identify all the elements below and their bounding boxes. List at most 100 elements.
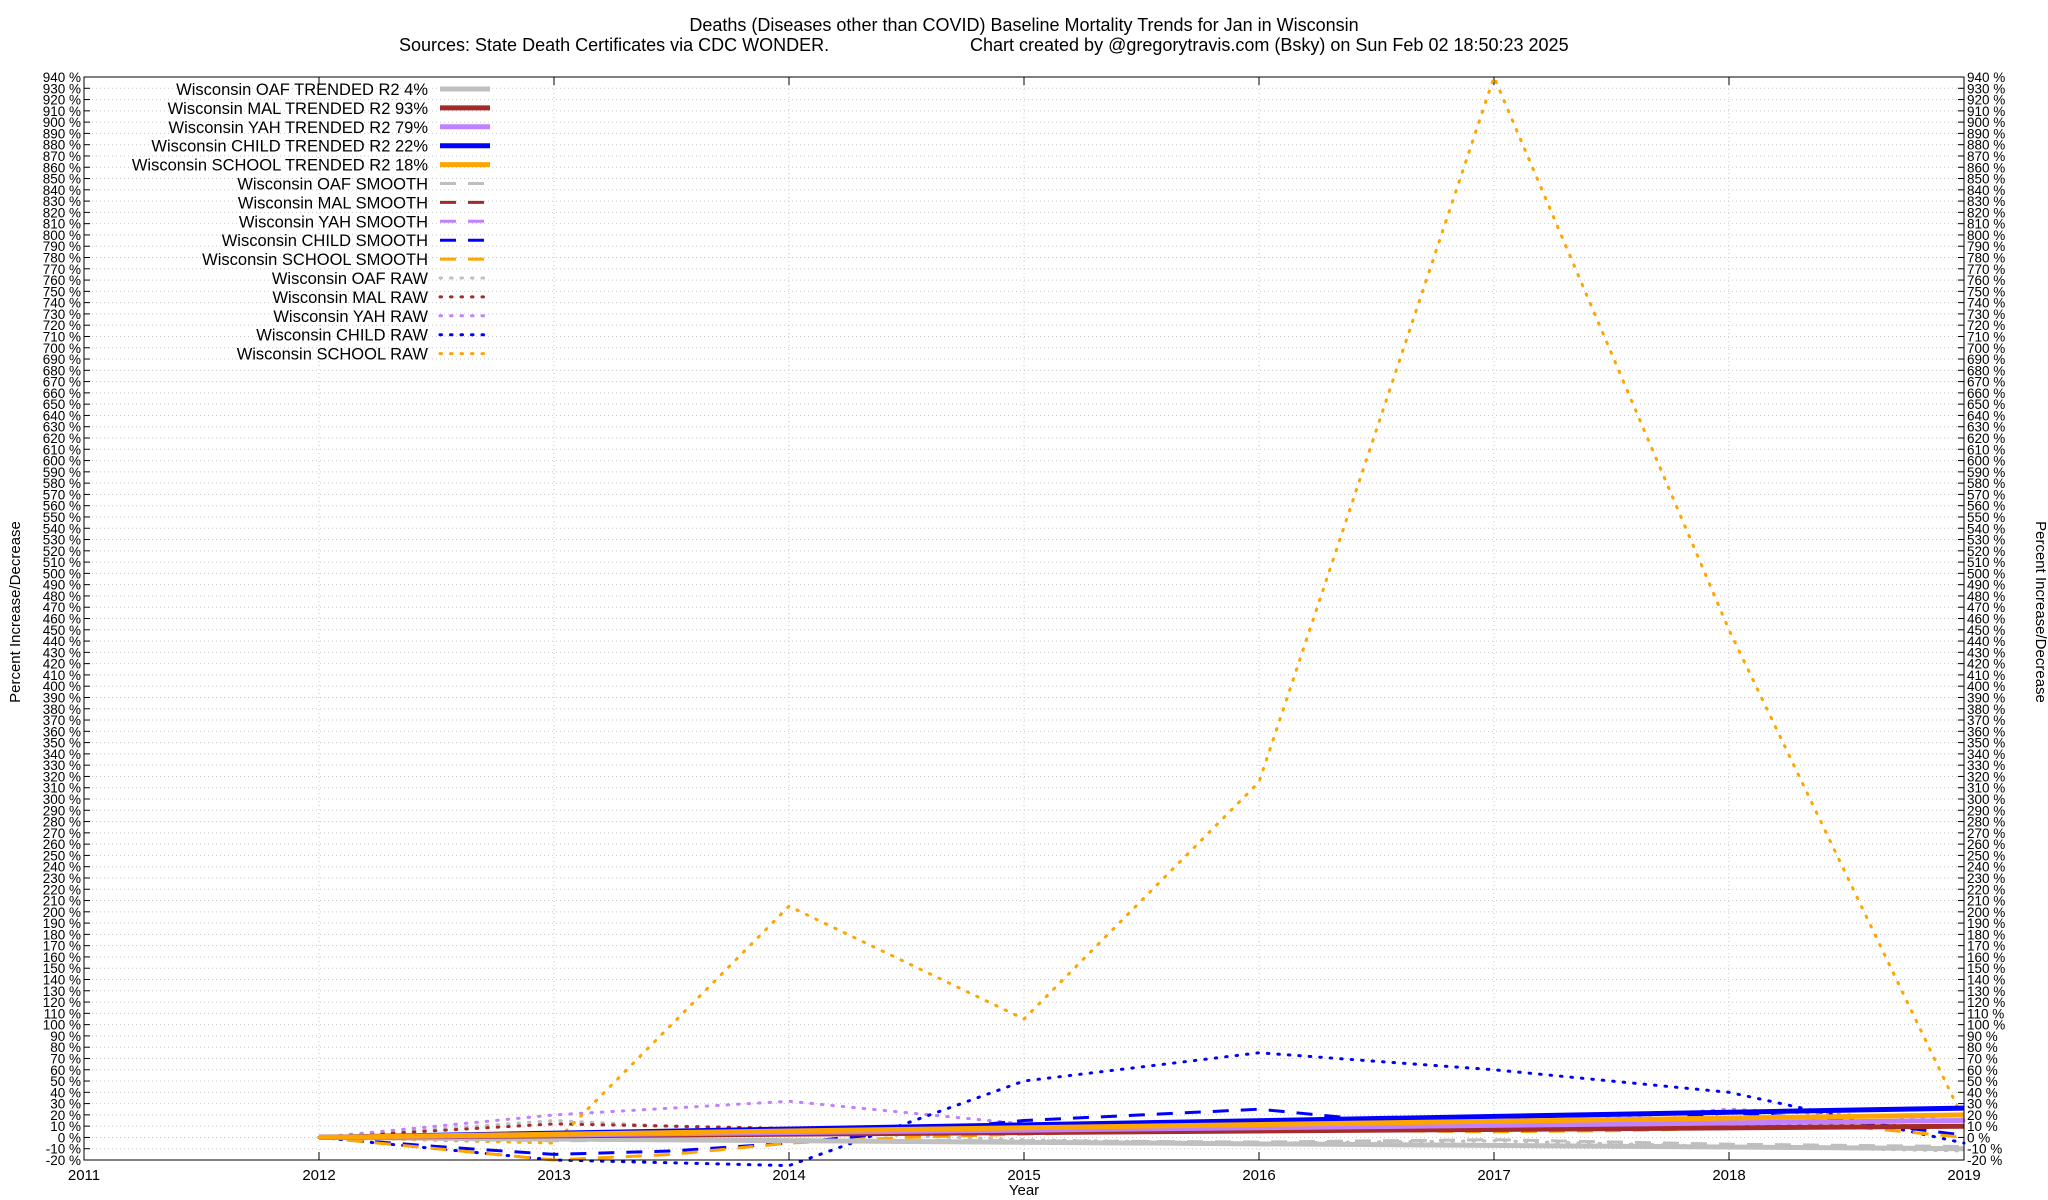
y-tick-label-right: 470 % — [1967, 600, 2005, 615]
y-tick-label-right: 860 % — [1967, 160, 2005, 175]
y-tick-label-left: 50 % — [50, 1074, 81, 1089]
y-tick-label-right: 460 % — [1967, 612, 2005, 627]
y-tick-label-left: 420 % — [43, 657, 81, 672]
y-axis-label-left: Percent Increase/Decrease — [7, 521, 24, 703]
y-tick-label-right: 810 % — [1967, 217, 2005, 232]
y-tick-label-right: 640 % — [1967, 408, 2005, 423]
y-tick-label-right: 280 % — [1967, 815, 2005, 830]
y-tick-label-right: 300 % — [1967, 792, 2005, 807]
x-tick-label: 2011 — [68, 1167, 100, 1184]
y-tick-label-right: 440 % — [1967, 634, 2005, 649]
y-tick-label-left: 170 % — [43, 939, 81, 954]
y-tick-label-right: 890 % — [1967, 126, 2005, 141]
y-tick-label-left: 410 % — [43, 668, 81, 683]
y-tick-label-right: 740 % — [1967, 296, 2005, 311]
y-tick-label-left: 650 % — [43, 397, 81, 412]
y-tick-label-right: 400 % — [1967, 679, 2005, 694]
y-tick-label-right: -20 % — [1967, 1153, 2002, 1168]
y-tick-label-right: 870 % — [1967, 149, 2005, 164]
plot-frame — [83, 76, 1965, 1161]
y-tick-label-right: 70 % — [1967, 1051, 1998, 1066]
legend-label: Wisconsin SCHOOL SMOOTH — [202, 251, 428, 269]
y-tick-label-right: 200 % — [1967, 905, 2005, 920]
y-tick-label-left: 490 % — [43, 578, 81, 593]
y-tick-label-right: 430 % — [1967, 645, 2005, 660]
x-tick-label: 2017 — [1477, 1167, 1510, 1184]
y-tick-label-left: 370 % — [43, 713, 81, 728]
y-tick-label-left: 150 % — [43, 961, 81, 976]
y-tick-label-right: 770 % — [1967, 262, 2005, 277]
legend: Wisconsin OAF TRENDED R2 4%Wisconsin MAL… — [132, 81, 492, 364]
y-tick-label-left: 240 % — [43, 860, 81, 875]
y-tick-label-left: 360 % — [43, 724, 81, 739]
y-tick-label-right: 570 % — [1967, 487, 2005, 502]
y-tick-label-right: 900 % — [1967, 115, 2005, 130]
legend-label: Wisconsin CHILD SMOOTH — [222, 232, 428, 250]
y-tick-label-left: 290 % — [43, 803, 81, 818]
legend-label: Wisconsin CHILD RAW — [256, 327, 428, 345]
y-tick-label-left: 280 % — [43, 815, 81, 830]
y-tick-label-left: 840 % — [43, 183, 81, 198]
y-tick-label-right: 170 % — [1967, 939, 2005, 954]
y-tick-label-left: 480 % — [43, 589, 81, 604]
x-tick-label: 2016 — [1242, 1167, 1275, 1184]
y-tick-label-left: 270 % — [43, 826, 81, 841]
y-tick-label-right: 110 % — [1967, 1006, 2004, 1021]
y-tick-label-left: 900 % — [43, 115, 81, 130]
y-tick-label-left: 450 % — [43, 623, 81, 638]
legend-label: Wisconsin YAH TRENDED R2 79% — [169, 119, 429, 137]
y-tick-label-right: 130 % — [1967, 984, 2005, 999]
y-tick-label-left: 110 % — [44, 1006, 81, 1021]
x-tick-label: 2018 — [1712, 1167, 1745, 1184]
y-tick-label-left: 60 % — [50, 1063, 81, 1078]
chart-subtitle-credit: Chart created by @gregorytravis.com (Bsk… — [970, 35, 1569, 55]
y-tick-label-right: 360 % — [1967, 724, 2005, 739]
y-tick-label-right: 880 % — [1967, 138, 2005, 153]
legend-label: Wisconsin CHILD TRENDED R2 22% — [151, 138, 428, 156]
y-tick-label-right: 100 % — [1967, 1018, 2005, 1033]
legend-label: Wisconsin OAF TRENDED R2 4% — [176, 81, 428, 99]
y-tick-label-right: 850 % — [1967, 172, 2005, 187]
x-axis: 2011 2012 2013 2014 2015 2016 2017 2018 2019 — [68, 77, 1981, 1184]
y-tick-label-right: 700 % — [1967, 341, 2005, 356]
y-tick-label-right: 260 % — [1967, 837, 2005, 852]
y-tick-label-left: 40 % — [50, 1085, 81, 1100]
y-tick-label-right: 10 % — [1967, 1119, 1998, 1134]
y-tick-label-right: 150 % — [1967, 961, 2005, 976]
y-tick-label-right: 710 % — [1967, 329, 2005, 344]
y-tick-label-right: 140 % — [1967, 973, 2005, 988]
y-tick-label-right: 590 % — [1967, 465, 2005, 480]
y-tick-label-left: 740 % — [43, 296, 81, 311]
series-line-wisconsin-oaf-trended-r2-4 — [318, 1134, 1965, 1152]
y-tick-label-right: 530 % — [1967, 533, 2005, 548]
y-tick-label-left: 890 % — [43, 126, 81, 141]
y-tick-label-left: 800 % — [43, 228, 81, 243]
y-tick-label-right: 90 % — [1967, 1029, 1998, 1044]
y-tick-label-left: 660 % — [43, 386, 81, 401]
y-tick-label-left: 880 % — [43, 138, 81, 153]
grid — [83, 76, 1965, 1161]
y-tick-label-right: 940 % — [1967, 70, 2005, 85]
y-tick-label-left: 730 % — [43, 307, 81, 322]
y-tick-label-left: 330 % — [43, 758, 81, 773]
y-tick-label-right: 730 % — [1967, 307, 2005, 322]
x-tick-label: 2012 — [302, 1167, 335, 1184]
y-tick-label-left: 540 % — [43, 521, 81, 536]
y-tick-label-right: 920 % — [1967, 93, 2005, 108]
y-tick-label-right: 0 % — [1967, 1130, 1990, 1145]
series-line-wisconsin-oaf-raw — [317, 1119, 1966, 1153]
y-tick-label-right: 60 % — [1967, 1063, 1998, 1078]
y-tick-label-left: 680 % — [43, 363, 81, 378]
y-tick-label-right: 820 % — [1967, 205, 2005, 220]
y-tick-label-left: 620 % — [43, 431, 81, 446]
y-tick-label-left: 20 % — [50, 1108, 81, 1123]
y-tick-label-left: 300 % — [43, 792, 81, 807]
y-tick-label-right: 20 % — [1967, 1108, 1998, 1123]
y-tick-label-right: 930 % — [1967, 81, 2005, 96]
y-tick-label-right: 270 % — [1967, 826, 2005, 841]
y-tick-label-left: 160 % — [43, 950, 81, 965]
y-tick-label-right: 580 % — [1967, 476, 2005, 491]
y-tick-label-left: 710 % — [43, 329, 81, 344]
y-tick-label-left: 0 % — [58, 1130, 81, 1145]
